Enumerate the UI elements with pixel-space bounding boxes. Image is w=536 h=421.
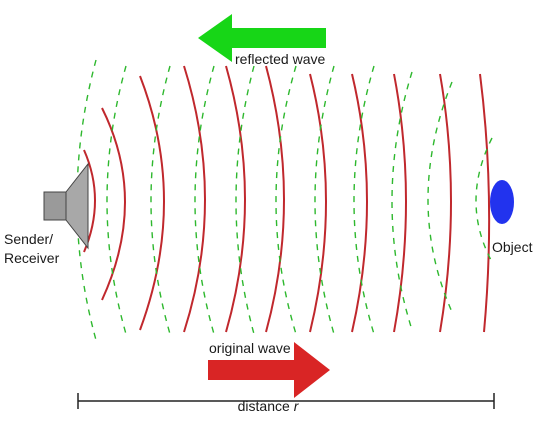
reflected-wave-front [150, 65, 171, 335]
sender-label-line1: Sender/ [4, 231, 54, 247]
original-wave-label: original wave [209, 340, 291, 356]
distance-scale-bar [77, 393, 495, 409]
original-wave-front [309, 73, 327, 333]
distance-label: distance r [0, 398, 536, 414]
reflected-wave-front [194, 65, 215, 335]
original-wave-front [139, 75, 165, 331]
original-wave-arrow [208, 342, 330, 398]
reflected-wave-front [314, 65, 335, 335]
object-label: Object [492, 239, 533, 255]
distance-variable: r [293, 398, 299, 414]
reflected-wave-arrow [198, 14, 326, 62]
reflected-wave-front [106, 65, 127, 335]
reflected-wave-front [76, 59, 97, 341]
reflected-wave-front [427, 81, 453, 313]
sender-receiver-label: Sender/ Receiver [4, 230, 59, 268]
original-wave-front [183, 65, 206, 333]
reflected-wave-front [391, 71, 413, 331]
reflected-wave-front [275, 65, 297, 335]
wave-fronts [76, 59, 493, 341]
original-wave-front [351, 73, 368, 333]
reflected-wave-label: reflected wave [235, 51, 326, 67]
sender-label-line2: Receiver [4, 250, 60, 266]
object-dot [490, 180, 514, 224]
original-wave-front [439, 73, 452, 333]
original-wave-front [393, 73, 407, 333]
speaker-icon [43, 162, 89, 250]
original-wave-front [225, 65, 246, 333]
reflected-wave-front [475, 137, 493, 263]
original-wave-front [101, 107, 126, 301]
original-wave-front [479, 73, 491, 333]
distance-text: distance [237, 398, 290, 414]
original-wave-front [265, 65, 285, 333]
reflected-wave-front [235, 65, 255, 335]
reflected-wave-front [353, 65, 375, 335]
